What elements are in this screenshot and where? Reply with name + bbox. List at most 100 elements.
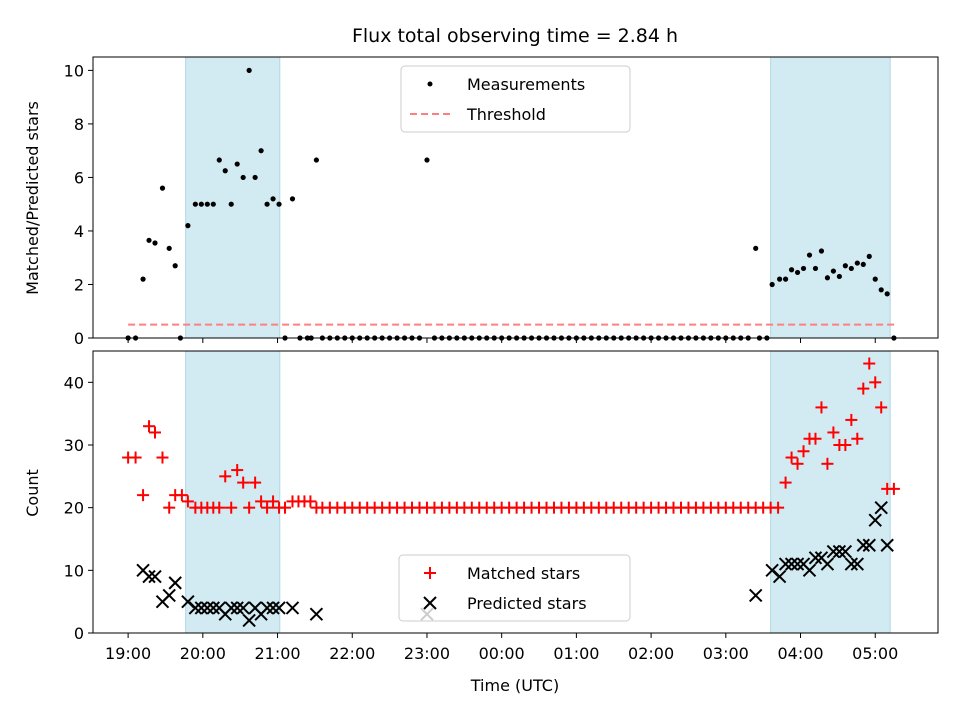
measurement-point: [842, 263, 848, 269]
measurement-point: [234, 161, 240, 167]
bottom-legend-box: [398, 554, 631, 622]
predicted-star-point: [850, 557, 865, 571]
measurement-point: [258, 148, 264, 154]
measurement-point: [204, 201, 210, 207]
measurement-point: [800, 265, 807, 272]
measurement-point: [788, 267, 795, 273]
predicted-star-stroke-b: [136, 563, 150, 578]
measurement-point: [753, 245, 759, 251]
measurement-point: [854, 260, 860, 266]
x-tick-label: 20:00: [180, 644, 226, 663]
predicted-star-point: [820, 557, 835, 571]
bottom-matched-points: [122, 357, 900, 514]
x-tick-label: 02:00: [628, 644, 674, 663]
predicted-star-stroke-b: [874, 500, 888, 515]
predicted-star-stroke-b: [212, 601, 226, 615]
predicted-star-point: [832, 544, 847, 559]
top-axes-frame: [92, 56, 939, 339]
measurement-point: [806, 252, 813, 258]
matched-star-point: [279, 501, 292, 514]
matched-star-point: [887, 482, 900, 495]
matched-star-point: [772, 501, 785, 514]
matched-star-point: [797, 445, 810, 458]
measurement-point: [216, 157, 222, 163]
matched-star-point: [821, 457, 834, 470]
measurement-point: [252, 174, 258, 181]
predicted-star-point: [772, 569, 787, 584]
measurement-point: [836, 273, 842, 280]
top-shaded-interval-0: [185, 56, 281, 339]
predicted-star-point: [188, 601, 203, 615]
matched-star-point: [869, 376, 882, 389]
predicted-star-point: [868, 513, 882, 527]
bottom-y-tick-label: 30: [64, 436, 84, 455]
predicted-star-point: [838, 544, 853, 559]
measurement-point: [152, 240, 158, 246]
measurement-point: [313, 157, 319, 163]
matched-star-point: [129, 451, 142, 464]
measurement-point: [769, 281, 775, 288]
predicted-star-point: [826, 544, 841, 559]
predicted-star-point: [142, 569, 156, 584]
predicted-star-stroke-b: [850, 557, 865, 571]
measurement-point: [289, 196, 296, 202]
x-tick-label: 22:00: [329, 644, 375, 663]
x-tick-label: 19:00: [105, 644, 151, 663]
predicted-star-point: [874, 500, 888, 515]
matched-star-point: [785, 451, 798, 464]
matched-star-point: [237, 476, 250, 489]
measurement-point: [192, 201, 198, 207]
measurement-point: [185, 223, 191, 229]
matched-star-point: [875, 401, 888, 414]
predicted-star-stroke-b: [285, 601, 300, 615]
measurement-point: [830, 268, 837, 274]
predicted-star-stroke-b: [880, 538, 894, 552]
predicted-star-point: [194, 601, 209, 615]
matched-star-point: [143, 420, 156, 433]
predicted-star-stroke-b: [802, 563, 817, 578]
predicted-star-point: [260, 601, 274, 615]
x-tick-label: 01:00: [553, 644, 599, 663]
predicted-star-point: [880, 538, 894, 552]
measurement-point: [228, 201, 234, 207]
bottom-y-tick-label: 20: [64, 499, 84, 518]
legend-matched-label: Matched stars: [467, 564, 580, 583]
matched-star-point: [243, 501, 256, 514]
x-tick-label: 00:00: [479, 644, 525, 663]
predicted-star-point: [236, 601, 250, 615]
bottom-y-axis-label: Count: [23, 469, 42, 517]
predicted-star-stroke-b: [248, 601, 262, 615]
predicted-star-point: [266, 601, 280, 615]
predicted-star-stroke-b: [856, 538, 870, 552]
top-y-ticks: 0 2 4 6 8 10: [64, 61, 93, 348]
legend-predicted-label: Predicted stars: [467, 594, 587, 613]
matched-star-point: [863, 357, 876, 370]
matched-star-point: [267, 495, 280, 508]
bottom-axes-frame: [92, 350, 939, 634]
matched-star-point: [213, 501, 226, 514]
measurement-point: [812, 265, 819, 272]
predicted-star-point: [802, 563, 817, 578]
measurement-point: [159, 185, 166, 191]
matched-star-point: [809, 432, 822, 445]
measurement-point: [198, 201, 204, 207]
matched-star-point: [839, 439, 852, 451]
top-legend-box: [400, 65, 631, 133]
predicted-star-point: [224, 601, 238, 615]
matched-star-point: [175, 489, 188, 502]
predicted-star-stroke-b: [206, 601, 220, 615]
measurement-point: [872, 276, 878, 282]
predicted-star-stroke-b: [808, 551, 823, 565]
matched-star-point: [851, 432, 864, 445]
x-tick-label: 03:00: [703, 644, 749, 663]
predicted-star-point: [748, 588, 763, 603]
measurement-point: [782, 276, 789, 282]
matched-star-point: [249, 476, 262, 489]
x-tick-label: 05:00: [852, 644, 898, 663]
x-tick-label: 04:00: [777, 644, 823, 663]
predicted-star-stroke-b: [826, 544, 841, 559]
matched-star-point: [791, 457, 804, 470]
measurement-point: [878, 287, 884, 293]
predicted-star-point: [844, 557, 859, 571]
